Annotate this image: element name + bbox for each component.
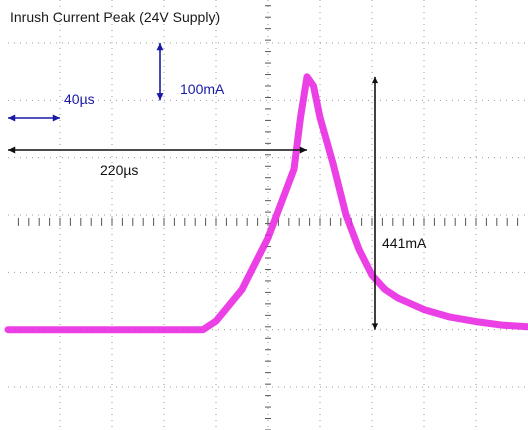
time-scale-label: 40µs — [64, 91, 95, 107]
current-scale-arrow — [156, 43, 164, 101]
grid — [8, 0, 528, 430]
current-trace — [4, 73, 528, 334]
annotations — [8, 43, 379, 330]
peak-current-arrow — [371, 76, 379, 330]
current-scale-label: 100mA — [180, 81, 225, 97]
time-to-peak-label: 220µs — [100, 162, 138, 178]
peak-current-label: 441mA — [382, 235, 427, 251]
chart-title: Inrush Current Peak (24V Supply) — [10, 9, 220, 25]
time-scale-arrow — [8, 114, 60, 122]
time-to-peak-arrow — [8, 146, 307, 154]
